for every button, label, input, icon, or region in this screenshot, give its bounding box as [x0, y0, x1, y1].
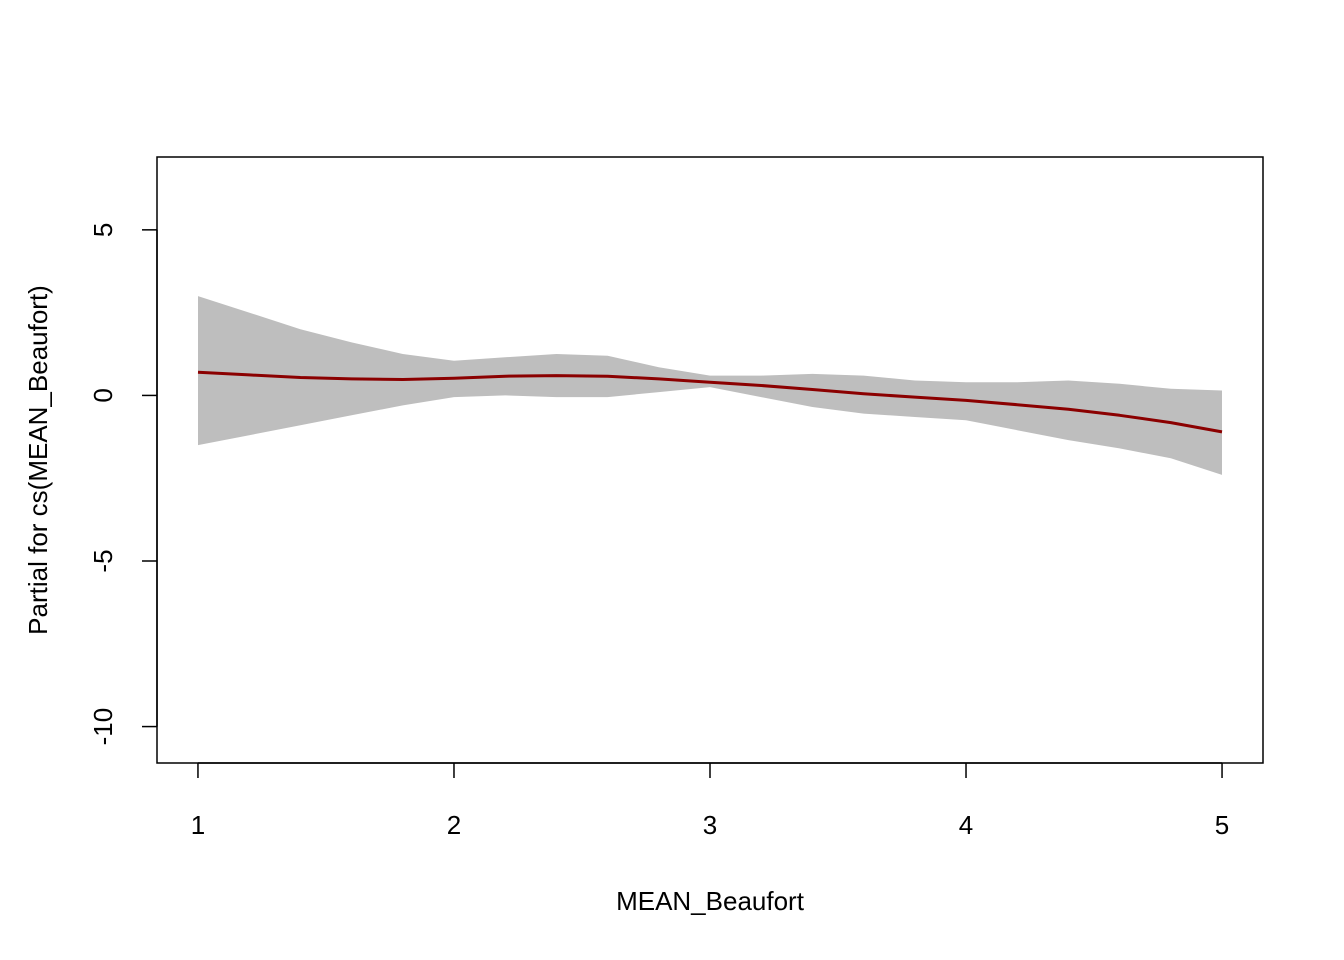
y-tick-label: -10 [88, 708, 118, 746]
x-tick-label: 2 [447, 810, 461, 840]
fit-line-layer [197, 370, 1223, 434]
x-axis: 1 2 3 4 5 [191, 762, 1229, 840]
plot-frame [156, 156, 1264, 764]
y-tick-label: 0 [88, 388, 118, 402]
y-axis-title: Partial for cs(MEAN_Beaufort) [23, 285, 53, 635]
confidence-band-layer [198, 296, 1222, 475]
confidence-band [198, 296, 1222, 475]
x-tick-label: 5 [1215, 810, 1229, 840]
x-axis-title: MEAN_Beaufort [616, 886, 805, 916]
x-tick-label: 1 [191, 810, 205, 840]
fit-line [197, 370, 1223, 434]
x-tick-label: 4 [959, 810, 973, 840]
x-tick-label: 3 [703, 810, 717, 840]
y-axis: -10 -5 0 5 [88, 223, 158, 746]
y-tick-label: -5 [88, 549, 118, 572]
y-tick-label: 5 [88, 223, 118, 237]
